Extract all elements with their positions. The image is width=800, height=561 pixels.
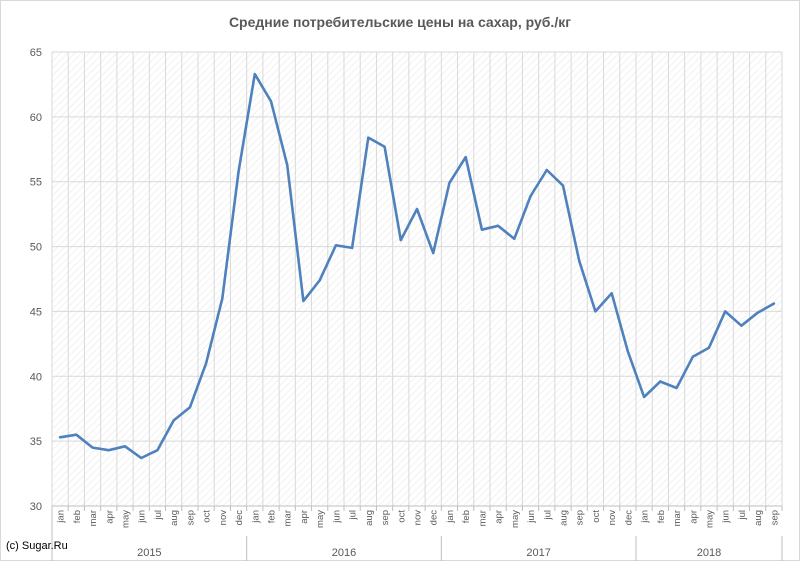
month-label: nov bbox=[218, 510, 229, 526]
month-label: sep bbox=[575, 510, 586, 525]
month-label: may bbox=[121, 510, 132, 528]
month-label: mar bbox=[672, 510, 683, 526]
month-label: aug bbox=[753, 510, 764, 526]
month-label: jun bbox=[137, 510, 148, 524]
year-label: 2015 bbox=[137, 547, 161, 559]
credit-text: (c) Sugar.Ru bbox=[6, 540, 68, 552]
month-label: apr bbox=[104, 510, 115, 524]
month-label: apr bbox=[494, 510, 505, 524]
month-label: feb bbox=[461, 510, 472, 523]
month-label: jul bbox=[737, 510, 748, 521]
month-label: mar bbox=[283, 510, 294, 526]
y-tick-label: 50 bbox=[30, 242, 42, 254]
month-label: mar bbox=[477, 510, 488, 526]
month-label: jun bbox=[526, 510, 537, 524]
month-label: apr bbox=[299, 510, 310, 524]
y-tick-label: 30 bbox=[30, 501, 42, 513]
month-label: jan bbox=[640, 510, 651, 524]
month-label: oct bbox=[396, 510, 407, 523]
month-label: dec bbox=[234, 510, 245, 526]
month-label: mar bbox=[88, 510, 99, 526]
series-line bbox=[58, 72, 776, 460]
month-label: oct bbox=[591, 510, 602, 523]
month-label: may bbox=[705, 510, 716, 528]
year-label: 2016 bbox=[332, 547, 356, 559]
y-tick-label: 40 bbox=[30, 371, 42, 383]
series-layer bbox=[58, 72, 776, 460]
month-label: dec bbox=[623, 510, 634, 526]
month-label: jul bbox=[348, 510, 359, 521]
month-label: sep bbox=[380, 510, 391, 525]
y-tick-label: 35 bbox=[30, 436, 42, 448]
month-label: jan bbox=[445, 510, 456, 524]
month-label: jun bbox=[721, 510, 732, 524]
month-label: may bbox=[510, 510, 521, 528]
month-label: aug bbox=[169, 510, 180, 526]
year-label: 2017 bbox=[526, 547, 550, 559]
plot-area-background bbox=[52, 52, 782, 506]
month-label: nov bbox=[413, 510, 424, 526]
month-label: may bbox=[315, 510, 326, 528]
month-label: oct bbox=[202, 510, 213, 523]
y-tick-label: 65 bbox=[30, 47, 42, 59]
month-label: feb bbox=[656, 510, 667, 523]
y-tick-label: 55 bbox=[30, 177, 42, 189]
month-label: jan bbox=[56, 510, 67, 524]
y-tick-label: 60 bbox=[30, 112, 42, 124]
month-label: sep bbox=[769, 510, 780, 525]
month-label: nov bbox=[607, 510, 618, 526]
month-label: apr bbox=[688, 510, 699, 524]
month-label: jul bbox=[153, 510, 164, 521]
month-label: dec bbox=[429, 510, 440, 526]
chart-title: Средние потребительские цены на сахар, р… bbox=[229, 14, 571, 30]
month-label: aug bbox=[364, 510, 375, 526]
y-tick-label: 45 bbox=[30, 306, 42, 318]
month-label: feb bbox=[267, 510, 278, 523]
year-label: 2018 bbox=[697, 547, 721, 559]
month-label: jan bbox=[250, 510, 261, 524]
month-label: jul bbox=[542, 510, 553, 521]
month-label: aug bbox=[559, 510, 570, 526]
month-label: sep bbox=[185, 510, 196, 525]
month-label: jun bbox=[331, 510, 342, 524]
month-label: feb bbox=[72, 510, 83, 523]
